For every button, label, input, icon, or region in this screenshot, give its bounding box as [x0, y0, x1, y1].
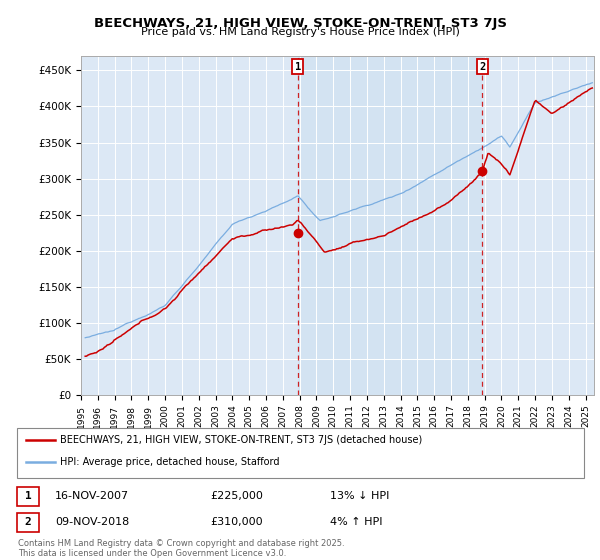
FancyBboxPatch shape: [17, 487, 39, 506]
Bar: [298, 56, 482, 395]
Text: 1: 1: [295, 62, 301, 72]
Text: 1: 1: [25, 491, 31, 501]
Text: £225,000: £225,000: [210, 491, 263, 501]
Text: HPI: Average price, detached house, Stafford: HPI: Average price, detached house, Staf…: [60, 458, 280, 468]
FancyBboxPatch shape: [17, 513, 39, 532]
Text: BEECHWAYS, 21, HIGH VIEW, STOKE-ON-TRENT, ST3 7JS (detached house): BEECHWAYS, 21, HIGH VIEW, STOKE-ON-TRENT…: [60, 435, 422, 445]
Text: BEECHWAYS, 21, HIGH VIEW, STOKE-ON-TRENT, ST3 7JS: BEECHWAYS, 21, HIGH VIEW, STOKE-ON-TRENT…: [94, 17, 506, 30]
Text: 4% ↑ HPI: 4% ↑ HPI: [330, 517, 383, 528]
Text: 13% ↓ HPI: 13% ↓ HPI: [330, 491, 389, 501]
FancyBboxPatch shape: [17, 428, 584, 478]
Text: 2: 2: [25, 517, 31, 528]
Text: Price paid vs. HM Land Registry's House Price Index (HPI): Price paid vs. HM Land Registry's House …: [140, 27, 460, 37]
Text: 16-NOV-2007: 16-NOV-2007: [55, 491, 129, 501]
Text: Contains HM Land Registry data © Crown copyright and database right 2025.: Contains HM Land Registry data © Crown c…: [18, 539, 344, 548]
Text: 2: 2: [479, 62, 485, 72]
Text: This data is licensed under the Open Government Licence v3.0.: This data is licensed under the Open Gov…: [18, 549, 286, 558]
Text: 09-NOV-2018: 09-NOV-2018: [55, 517, 129, 528]
Text: £310,000: £310,000: [210, 517, 263, 528]
